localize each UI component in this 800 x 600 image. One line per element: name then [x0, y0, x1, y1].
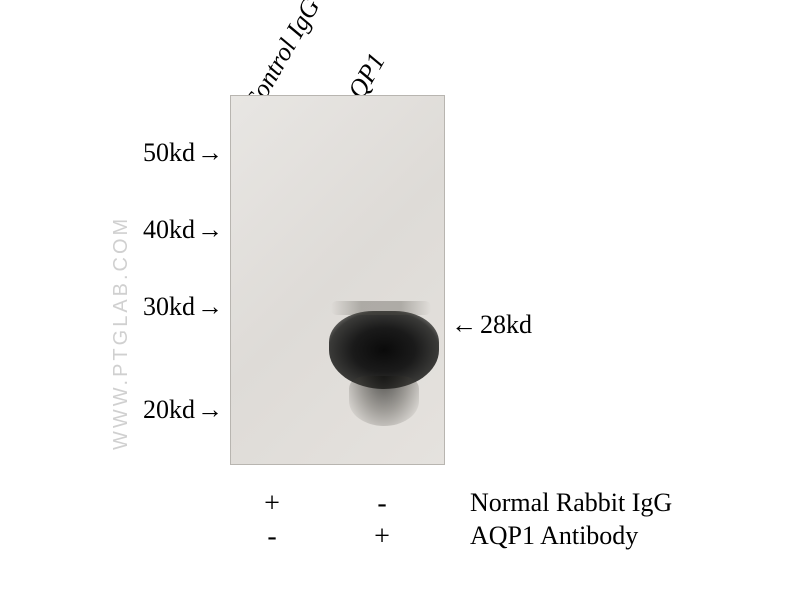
arrow-right-icon: → — [197, 292, 223, 322]
cond-label-row2: AQP1 Antibody — [470, 521, 638, 551]
western-blot-figure: Control IgG AQP1 50kd→ 40kd→ 30kd→ 20kd→… — [0, 0, 800, 600]
band-faint — [331, 301, 431, 315]
blot-membrane — [230, 95, 445, 465]
band-label-text: 28kd — [480, 310, 532, 339]
arrow-left-icon: ← — [451, 310, 477, 340]
mw-marker-20: 20kd→ — [128, 395, 223, 425]
cond-lane1-row2: - — [257, 521, 287, 553]
arrow-right-icon: → — [197, 395, 223, 425]
marker-text: 50kd — [143, 138, 195, 167]
cond-symbol-text: - — [267, 521, 276, 552]
band-label-28kd: ←28kd — [451, 310, 532, 340]
cond-label-row1: Normal Rabbit IgG — [470, 488, 672, 518]
marker-text: 20kd — [143, 395, 195, 424]
cond-symbol-text: + — [264, 488, 280, 519]
cond-label-text: Normal Rabbit IgG — [470, 488, 672, 517]
cond-lane1-row1: + — [257, 488, 287, 520]
marker-text: 40kd — [143, 215, 195, 244]
mw-marker-30: 30kd→ — [128, 292, 223, 322]
arrow-right-icon: → — [197, 138, 223, 168]
cond-label-text: AQP1 Antibody — [470, 521, 638, 550]
cond-lane2-row1: - — [367, 488, 397, 520]
mw-marker-40: 40kd→ — [128, 215, 223, 245]
cond-symbol-text: + — [374, 521, 390, 552]
mw-marker-50: 50kd→ — [128, 138, 223, 168]
cond-symbol-text: - — [377, 488, 386, 519]
cond-lane2-row2: + — [367, 521, 397, 553]
arrow-right-icon: → — [197, 215, 223, 245]
watermark-text: WWW.PTGLAB.COM — [110, 216, 133, 450]
band-smear — [349, 376, 419, 426]
marker-text: 30kd — [143, 292, 195, 321]
watermark-content: WWW.PTGLAB.COM — [110, 216, 132, 450]
